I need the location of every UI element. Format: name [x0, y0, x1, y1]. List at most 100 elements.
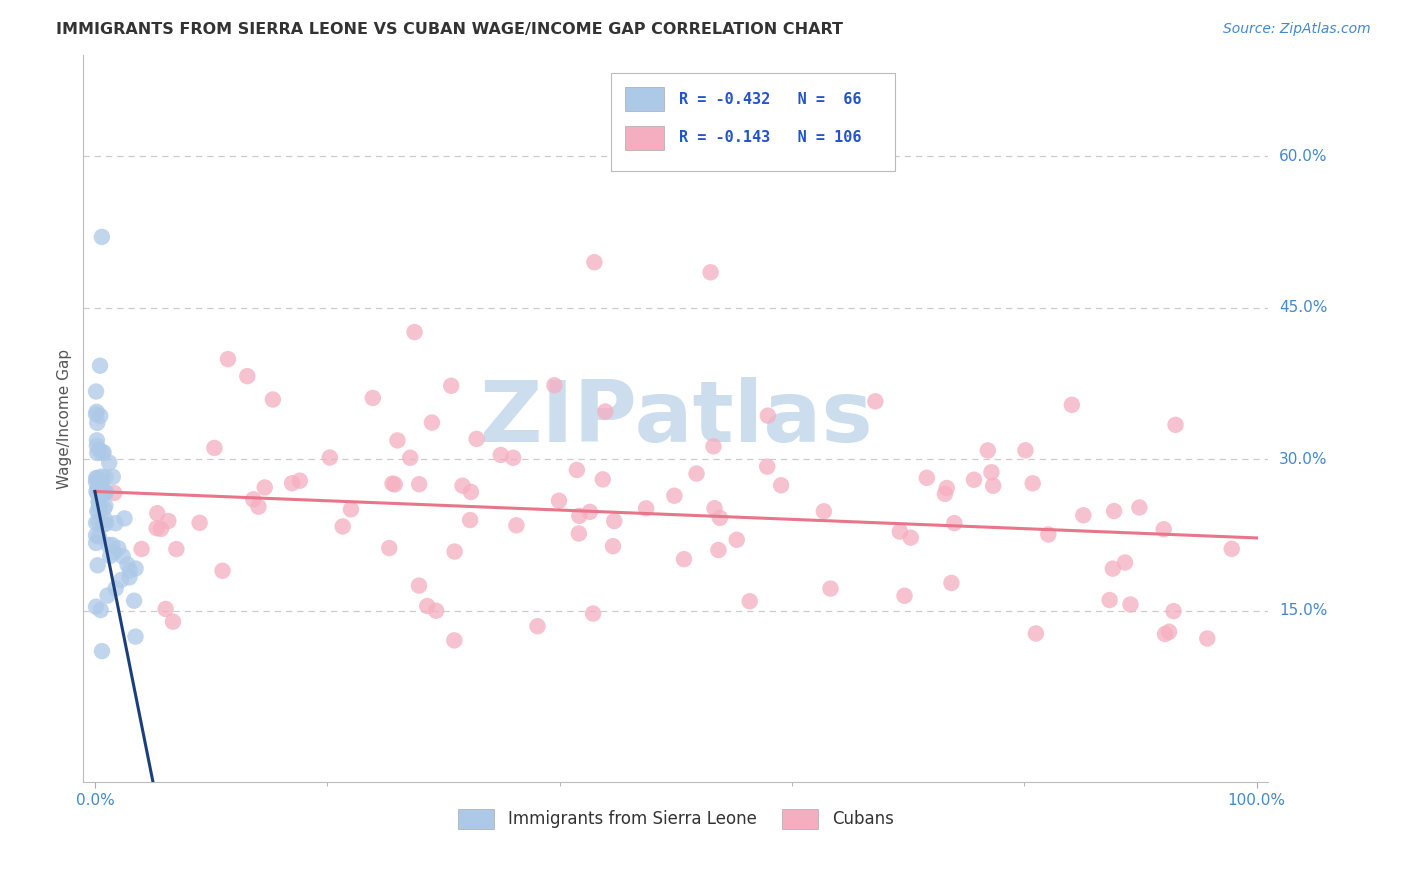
- Point: [242, 492, 264, 507]
- Point: [725, 533, 748, 547]
- Point: [1154, 627, 1177, 641]
- Point: [118, 570, 141, 584]
- Point: [703, 501, 725, 516]
- Point: [97, 538, 120, 552]
- Point: [110, 573, 132, 587]
- Point: [548, 493, 571, 508]
- Point: [1025, 626, 1047, 640]
- Point: [87, 496, 110, 510]
- Point: [1164, 417, 1187, 432]
- Point: [915, 471, 938, 485]
- Point: [86, 416, 108, 430]
- Point: [672, 552, 695, 566]
- Point: [104, 582, 127, 596]
- Point: [340, 502, 363, 516]
- Point: [103, 545, 125, 559]
- Point: [813, 504, 835, 518]
- Point: [236, 369, 259, 384]
- Text: Source: ZipAtlas.com: Source: ZipAtlas.com: [1223, 22, 1371, 37]
- Point: [963, 473, 986, 487]
- Point: [1163, 604, 1185, 618]
- Point: [770, 478, 793, 492]
- Point: [165, 542, 187, 557]
- Point: [84, 407, 107, 421]
- Point: [101, 470, 124, 484]
- Point: [262, 392, 284, 407]
- Point: [188, 516, 211, 530]
- Point: [146, 506, 169, 520]
- Point: [94, 484, 117, 499]
- Point: [87, 498, 110, 512]
- Point: [86, 486, 108, 500]
- Point: [86, 558, 108, 573]
- Point: [977, 443, 1000, 458]
- Point: [288, 474, 311, 488]
- Point: [89, 499, 111, 513]
- Point: [86, 471, 108, 485]
- Point: [416, 599, 439, 613]
- Point: [1157, 624, 1180, 639]
- Point: [90, 603, 112, 617]
- Point: [89, 409, 111, 423]
- Point: [443, 633, 465, 648]
- Point: [101, 538, 124, 552]
- Point: [865, 394, 887, 409]
- Point: [84, 475, 107, 489]
- Point: [1153, 522, 1175, 536]
- Point: [579, 505, 602, 519]
- Point: [86, 482, 108, 496]
- Point: [592, 472, 614, 486]
- Point: [84, 528, 107, 542]
- Point: [332, 519, 354, 533]
- Point: [505, 518, 527, 533]
- Point: [157, 514, 180, 528]
- Point: [889, 524, 911, 539]
- Y-axis label: Wage/Income Gap: Wage/Income Gap: [58, 349, 72, 489]
- Point: [1014, 443, 1036, 458]
- Point: [86, 434, 108, 448]
- Point: [84, 384, 107, 399]
- Point: [1021, 476, 1043, 491]
- FancyBboxPatch shape: [624, 87, 664, 112]
- Point: [93, 486, 115, 500]
- Text: 30.0%: 30.0%: [1279, 451, 1327, 467]
- Point: [685, 467, 707, 481]
- Text: 45.0%: 45.0%: [1279, 300, 1327, 315]
- Point: [738, 594, 761, 608]
- Point: [941, 576, 963, 591]
- Point: [943, 516, 966, 530]
- Point: [90, 477, 112, 491]
- Point: [451, 479, 474, 493]
- Point: [458, 513, 481, 527]
- Point: [87, 530, 110, 544]
- Point: [247, 500, 270, 514]
- Point: [94, 470, 117, 484]
- Point: [86, 446, 108, 460]
- Point: [602, 539, 624, 553]
- Point: [94, 513, 117, 527]
- Point: [87, 494, 110, 508]
- Point: [111, 549, 134, 564]
- Point: [460, 484, 482, 499]
- Point: [103, 486, 125, 500]
- Point: [319, 450, 342, 465]
- Point: [381, 476, 404, 491]
- Point: [443, 544, 465, 558]
- Point: [149, 522, 172, 536]
- Point: [1114, 556, 1136, 570]
- Point: [114, 511, 136, 525]
- Point: [702, 439, 724, 453]
- Text: 15.0%: 15.0%: [1279, 603, 1327, 618]
- Point: [87, 504, 110, 518]
- Point: [408, 578, 430, 592]
- Point: [89, 359, 111, 373]
- Point: [709, 511, 731, 525]
- Point: [425, 604, 447, 618]
- Point: [489, 448, 512, 462]
- Point: [281, 476, 304, 491]
- Point: [384, 477, 406, 491]
- Point: [96, 589, 118, 603]
- Point: [91, 517, 114, 532]
- Point: [84, 536, 107, 550]
- Point: [86, 405, 108, 419]
